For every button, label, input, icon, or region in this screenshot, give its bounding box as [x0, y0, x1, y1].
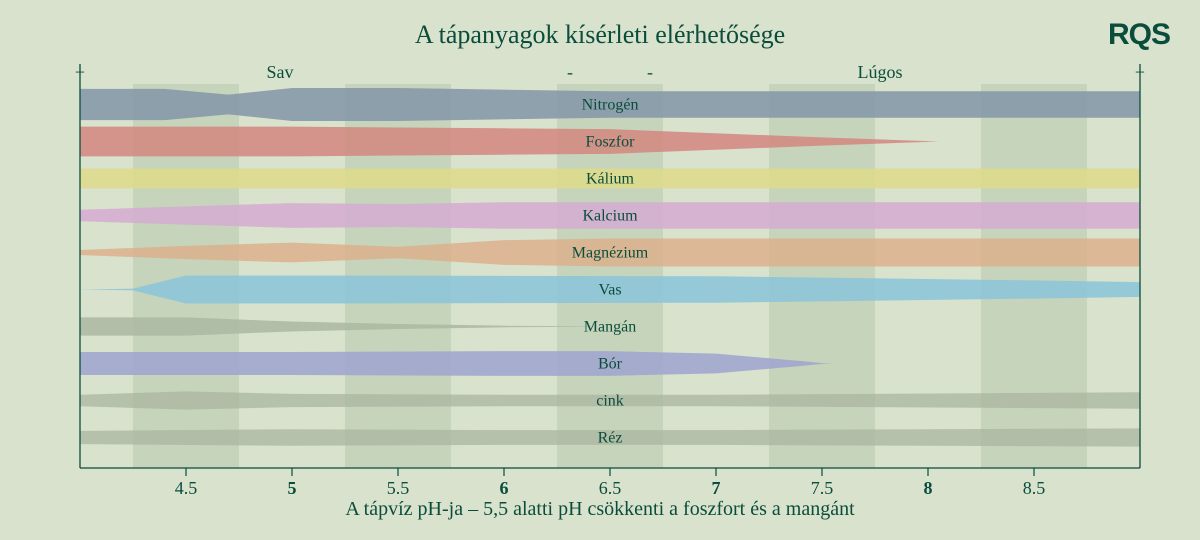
nutrient-label: Kalcium [582, 208, 638, 225]
x-tick-label: 8 [924, 478, 933, 498]
x-tick-label: 8.5 [1023, 478, 1046, 498]
x-tick-label: 4.5 [175, 478, 198, 498]
top-header-label: + [1135, 62, 1145, 82]
nutrient-label: cink [596, 393, 624, 410]
top-header-label: Sav [267, 62, 294, 82]
x-tick-label: 5.5 [387, 478, 410, 498]
x-tick-label: 7 [712, 478, 721, 498]
top-header-label: + [75, 62, 85, 82]
nutrient-label: Kálium [586, 171, 635, 188]
nutrient-label: Vas [598, 282, 621, 299]
top-header-label: Lúgos [858, 62, 903, 82]
column-band [981, 84, 1087, 468]
nutrient-availability-chart: Nitrogén Foszfor Kálium Kalcium Magnézium Vas… [0, 0, 1200, 540]
nutrient-label: Mangán [584, 319, 636, 336]
top-header-label: - [647, 62, 653, 82]
nutrient-label: Réz [598, 430, 623, 447]
top-header-label: - [567, 62, 573, 82]
nutrient-label: Nitrogén [582, 97, 639, 114]
x-tick-label: 5 [288, 478, 297, 498]
x-tick-label: 6 [500, 478, 509, 498]
x-tick-label: 7.5 [811, 478, 834, 498]
nutrient-label: Bór [598, 356, 623, 373]
x-tick-label: 6.5 [599, 478, 622, 498]
nutrient-label: Magnézium [572, 245, 649, 262]
nutrient-label: Foszfor [586, 134, 636, 151]
